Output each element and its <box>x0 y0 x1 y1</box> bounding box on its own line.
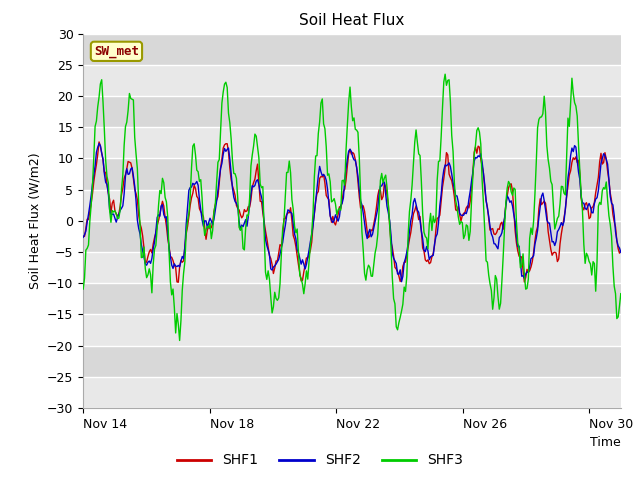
Y-axis label: Soil Heat Flux (W/m2): Soil Heat Flux (W/m2) <box>29 153 42 289</box>
Bar <box>83 127 621 158</box>
Bar <box>83 377 621 408</box>
Bar <box>83 65 621 96</box>
Bar <box>83 96 621 127</box>
Bar <box>83 221 621 252</box>
Bar <box>83 283 621 314</box>
Title: Soil Heat Flux: Soil Heat Flux <box>300 13 404 28</box>
Bar <box>83 158 621 190</box>
Bar <box>83 252 621 283</box>
Bar <box>83 314 621 346</box>
Text: SW_met: SW_met <box>94 45 139 58</box>
Bar <box>83 34 621 65</box>
Bar <box>83 346 621 377</box>
Bar <box>83 190 621 221</box>
X-axis label: Time: Time <box>590 436 621 449</box>
Legend: SHF1, SHF2, SHF3: SHF1, SHF2, SHF3 <box>171 448 469 473</box>
